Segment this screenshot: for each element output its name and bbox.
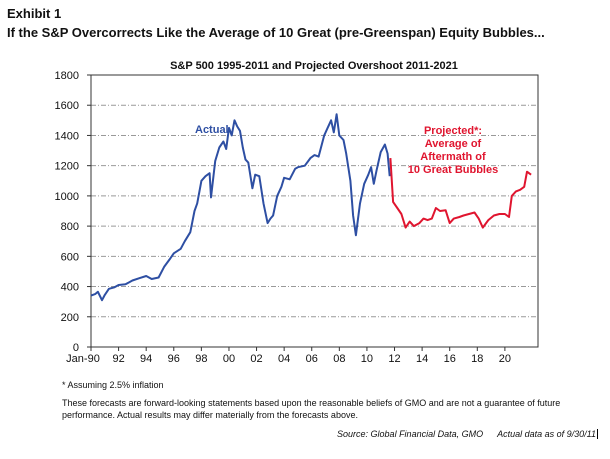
source: Source: Global Financial Data, GMO: [337, 429, 484, 439]
y-tick-label: 200: [61, 312, 79, 324]
series-line-projected: [389, 158, 532, 229]
footnote: * Assuming 2.5% inflation: [62, 380, 164, 390]
y-tick-label: 1000: [55, 191, 79, 203]
x-tick-label: 20: [499, 353, 511, 365]
x-tick-label: 94: [140, 353, 152, 365]
x-tick-label: 18: [471, 353, 483, 365]
x-tick-label: 02: [250, 353, 262, 365]
y-tick-label: 800: [61, 221, 79, 233]
y-tick-label: 1600: [55, 100, 79, 112]
y-tick-label: 1400: [55, 130, 79, 142]
projected-label-line: Projected*:: [424, 125, 482, 137]
projected-label-line: Average of: [425, 138, 482, 150]
data-asof: Actual data as of 9/30/11: [497, 429, 596, 439]
projected-label-line: Aftermath of: [420, 151, 486, 163]
y-tick-label: 600: [61, 251, 79, 263]
x-tick-label: 08: [333, 353, 345, 365]
x-tick-label: 16: [444, 353, 456, 365]
series-line-actual: [90, 113, 391, 302]
x-tick-label: 98: [195, 353, 207, 365]
y-tick-label: 400: [61, 282, 79, 294]
x-tick-label: 92: [112, 353, 124, 365]
x-tick-label: 12: [388, 353, 400, 365]
exhibit-label: Exhibit 1: [7, 6, 62, 21]
projected-label-line: 10 Great Bubbles: [408, 164, 498, 176]
x-tick-label: 14: [416, 353, 428, 365]
y-tick-label: 0: [73, 342, 79, 354]
actual-label: Actual: [195, 124, 229, 136]
source-line: Source: Global Financial Data, GMO Actual…: [337, 429, 598, 439]
x-tick-label: 04: [278, 353, 290, 365]
x-tick-label: 10: [361, 353, 373, 365]
disclaimer: These forecasts are forward-looking stat…: [62, 398, 561, 420]
x-tick-label: 96: [168, 353, 180, 365]
x-tick-label: 06: [306, 353, 318, 365]
y-tick-label: 1800: [55, 70, 79, 82]
plot-frame: [90, 74, 539, 348]
x-tick-label: 00: [223, 353, 235, 365]
y-tick-label: 1200: [55, 161, 79, 173]
chart-title: S&P 500 1995-2011 and Projected Overshoo…: [170, 60, 458, 72]
x-tick-label: Jan-90: [66, 353, 100, 365]
exhibit-subtitle: If the S&P Overcorrects Like the Average…: [7, 25, 545, 40]
